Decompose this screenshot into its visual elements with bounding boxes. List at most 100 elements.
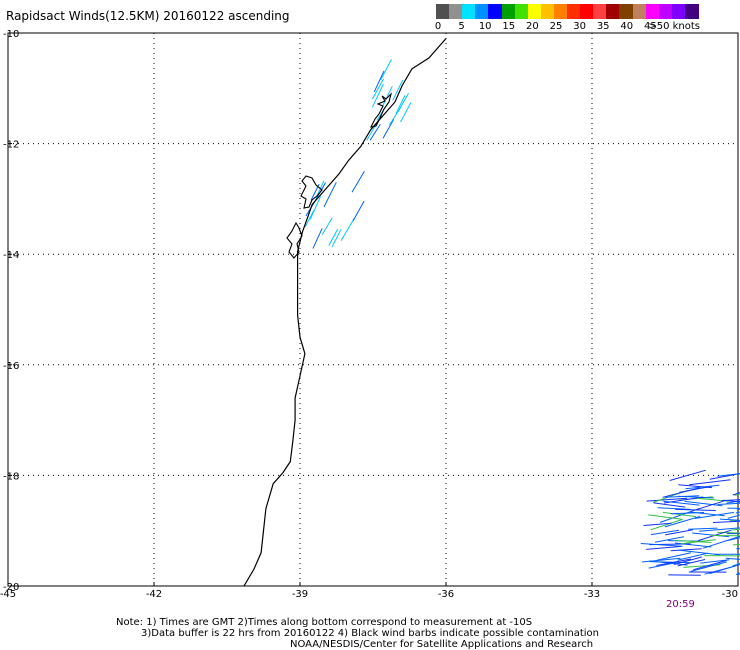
wind-barb	[321, 217, 333, 235]
wind-barb	[340, 217, 356, 241]
legend-color-swatch	[501, 4, 516, 19]
wind-barb	[678, 484, 712, 489]
wind-barb	[662, 511, 697, 518]
legend-color-swatch	[527, 4, 542, 19]
wind-barb	[653, 502, 686, 508]
wind-barb	[382, 118, 395, 139]
coastline-inlet-bay	[300, 175, 323, 209]
y-tick-label: -14	[3, 250, 19, 261]
wind-barb	[732, 563, 740, 567]
legend-color-swatch	[567, 4, 581, 19]
x-tick-label: -30	[722, 589, 738, 600]
legend-color-swatch	[658, 4, 673, 19]
wind-barb	[721, 499, 740, 502]
legend-color-swatch	[684, 4, 699, 19]
wind-barb	[352, 200, 365, 222]
legend-color-swatch	[488, 4, 503, 19]
legend-color-swatch	[645, 4, 660, 19]
wind-barb	[677, 495, 715, 499]
wind-barb	[331, 229, 342, 248]
legend-color-swatch	[553, 4, 568, 19]
wind-barb	[693, 559, 727, 571]
y-tick-label: -16	[3, 361, 19, 372]
grid-lines	[8, 33, 738, 586]
x-axis-ticks: -45 -42 -39 -36 -33 -30	[0, 582, 739, 600]
legend-color-swatch	[462, 4, 477, 19]
wind-barb	[730, 528, 740, 531]
wind-barb	[650, 518, 683, 531]
wind-barb	[674, 539, 712, 543]
wind-barb	[642, 557, 681, 563]
y-tick-label: -18	[3, 471, 19, 482]
legend-tick-label: 40	[620, 21, 634, 32]
legend-color-swatch	[436, 4, 450, 19]
wind-barb	[400, 102, 412, 123]
wind-barb	[371, 78, 384, 100]
legend-tick-label: 25	[549, 21, 563, 32]
wind-barb	[677, 552, 709, 561]
wind-barb	[673, 556, 702, 565]
y-axis-ticks: -10 -12 -14 -16 -18 -20	[3, 29, 19, 593]
wind-barb	[727, 507, 740, 509]
legend-color-swatch	[606, 4, 621, 19]
chart-title: Rapidsact Winds(12.5KM) 20160122 ascendi…	[6, 9, 290, 23]
wind-barb	[373, 70, 385, 93]
wind-barb	[380, 59, 392, 81]
wind-barb	[656, 558, 691, 566]
wind-barbs	[304, 59, 740, 576]
legend-color-swatch	[593, 4, 608, 19]
coastline	[243, 38, 447, 587]
legend-tick-label: >50 knots	[648, 21, 700, 32]
wind-barb	[664, 515, 701, 528]
wind-barb	[689, 511, 725, 517]
wind-barb	[654, 536, 684, 543]
x-tick-label: -39	[292, 589, 308, 600]
legend-tick-label: 30	[573, 21, 586, 32]
wind-barb	[717, 531, 740, 534]
wind-barb	[659, 508, 700, 523]
wind-barb	[704, 565, 736, 575]
coastline-inlet-south	[286, 221, 303, 259]
wind-barb	[690, 561, 727, 572]
legend-color-swatch	[580, 4, 595, 19]
wind-barb	[312, 228, 323, 249]
legend-color-swatch	[632, 4, 647, 19]
wind-barb	[648, 514, 682, 520]
wind-barb	[646, 497, 688, 502]
wind-barb	[304, 209, 315, 228]
legend-tick-label: 45	[644, 21, 657, 32]
y-tick-label: -10	[3, 29, 19, 40]
wind-barb	[392, 79, 404, 101]
wind-barb	[726, 500, 740, 504]
wind-barb	[677, 559, 706, 567]
wind-barb	[656, 552, 692, 561]
legend-tick-label: 10	[478, 21, 492, 32]
wind-barb	[640, 543, 683, 547]
wind-barb	[662, 487, 700, 498]
wind-barb	[309, 196, 322, 220]
wind-barb	[323, 182, 337, 208]
wind-barb	[678, 549, 720, 556]
x-tick-label: -36	[438, 589, 454, 600]
legend-tick-label: 15	[502, 21, 516, 32]
legend-tick-label: 0	[434, 21, 442, 32]
legend-tick-label: 5	[458, 21, 465, 32]
wind-barb	[726, 537, 740, 542]
coastline-inlet-north	[370, 92, 393, 128]
wind-barb	[381, 86, 393, 107]
y-tick-label: -12	[3, 140, 19, 151]
legend-tick-label: 20	[526, 21, 539, 32]
wind-barb	[697, 500, 725, 510]
wind-barb	[727, 514, 740, 519]
wind-barb	[702, 535, 740, 549]
legend-color-swatch	[671, 4, 686, 19]
wind-barb	[397, 92, 409, 113]
wind-barb	[689, 479, 731, 486]
note-line-1: Note: 1) Times are GMT 2)Times along bot…	[116, 617, 533, 628]
wind-barb	[369, 123, 381, 141]
wind-barb	[395, 95, 406, 114]
legend-color-swatch	[475, 4, 490, 19]
x-tick-label: -33	[584, 589, 600, 600]
wind-barb	[663, 496, 704, 504]
